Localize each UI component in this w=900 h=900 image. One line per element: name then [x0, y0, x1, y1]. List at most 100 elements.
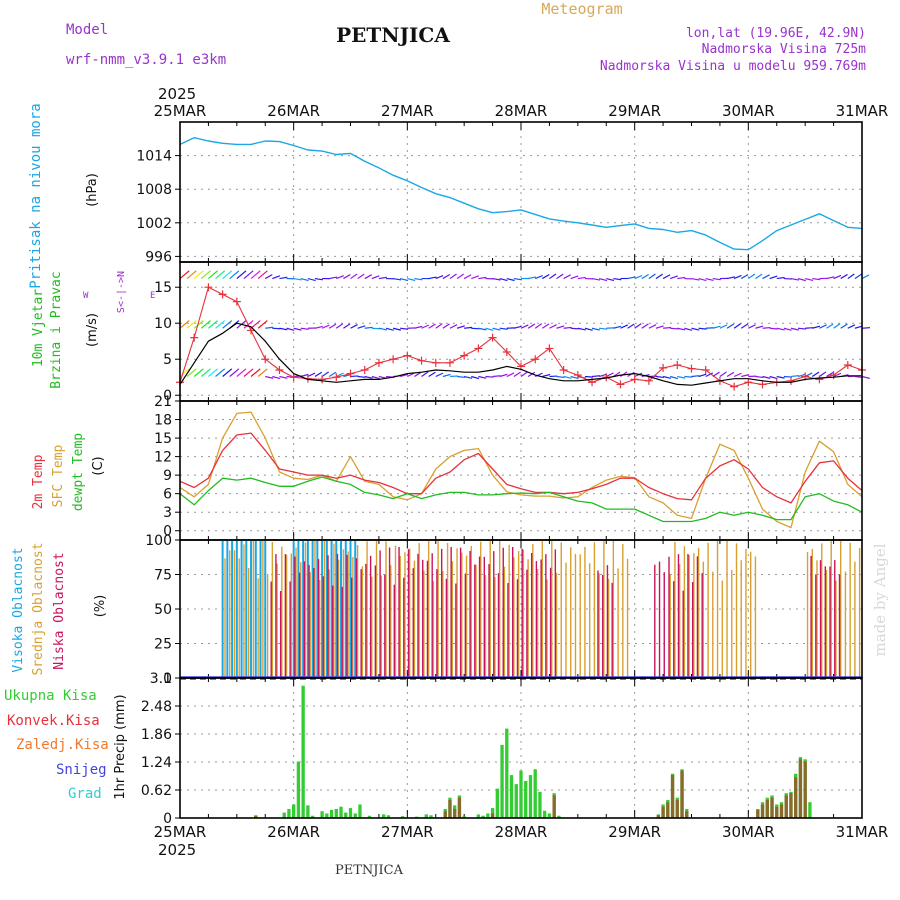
precip-conv-bar	[680, 770, 684, 818]
wind-arrow	[542, 273, 550, 280]
gust-marker	[474, 344, 483, 353]
precip-total-bar	[495, 788, 499, 818]
wind-arrow	[627, 323, 635, 329]
wind-arrow	[520, 371, 528, 378]
wind-arrow	[336, 275, 344, 280]
wind-arrow	[861, 327, 871, 329]
wind-arrow	[733, 372, 742, 378]
precip-conv-bar	[803, 761, 807, 818]
wind-arrow	[428, 323, 436, 329]
wind-arrow	[229, 270, 240, 280]
wind-arrow	[811, 371, 820, 378]
wind-arrow	[584, 327, 593, 331]
wind-arrow	[392, 327, 402, 331]
wind-arrow	[798, 327, 807, 330]
wind-arrow	[200, 320, 211, 329]
temp-ytick-label: 15	[154, 431, 172, 447]
precip-total-bar	[538, 791, 542, 818]
wind-arrow	[264, 274, 273, 280]
dewpt-title: dewpt Temp	[71, 433, 86, 511]
wind-ytick-label: 15	[154, 280, 172, 296]
precip-conv-bar	[765, 799, 769, 818]
wind-arrow	[620, 324, 628, 329]
precip-total-bar	[325, 813, 329, 818]
precip-conv-bar	[798, 759, 803, 818]
wind-arrow	[804, 372, 813, 378]
wind-arrow	[257, 270, 268, 280]
wind-arrow	[833, 274, 842, 280]
legend-frz: Zaledj.Kisa	[16, 737, 109, 753]
wind-arrow	[328, 323, 337, 329]
wind-arrow	[769, 327, 778, 330]
gust-marker	[204, 283, 213, 292]
wind-arrow	[371, 327, 380, 330]
wind-arrow	[513, 325, 522, 329]
gust-marker	[843, 360, 852, 369]
wind-arrow	[506, 372, 515, 378]
precip-total-bar	[292, 804, 296, 818]
precip-total-bar	[287, 808, 291, 818]
cloud-high-title: Visoka Oblacnost	[11, 547, 26, 672]
wind-arrow	[279, 327, 288, 331]
wind-arrow	[556, 325, 565, 329]
wind-arrow	[613, 325, 622, 329]
wind-arrow	[499, 327, 508, 330]
wind-arrow	[407, 277, 416, 282]
wind-arrow	[485, 375, 494, 378]
wind-arrow	[591, 375, 601, 378]
wind-arrow	[421, 324, 430, 329]
cloud-ytick-label: 50	[154, 602, 172, 618]
wind-arrow	[549, 324, 557, 329]
precip-conv-bar	[779, 804, 784, 818]
wind-arrow	[563, 274, 571, 280]
precip-total-bar	[339, 806, 343, 818]
precip-total-bar	[500, 744, 504, 818]
gust-marker	[701, 366, 710, 375]
wind-arrow	[847, 273, 855, 280]
wind-arrow	[769, 375, 778, 380]
wind-arrow	[471, 327, 480, 330]
wind-arrow	[613, 277, 622, 281]
top-date-labels: 25MAR 26MAR 27MAR 28MAR 29MAR 30MAR 31MAR	[154, 102, 889, 120]
precip-conv-bar	[770, 797, 774, 818]
bottom-date-label: 25MAR	[154, 823, 207, 841]
wind-arrow	[463, 274, 472, 280]
gust-marker	[346, 369, 355, 378]
wind-arrow	[449, 273, 457, 280]
precip-total-bar	[344, 812, 348, 818]
precip-total-bar	[514, 784, 518, 818]
wind-arrow	[257, 368, 268, 377]
wind-arrow	[797, 277, 806, 282]
wind-arrow	[705, 372, 714, 378]
precip-panel: 3.1 2.48 1.86 1.24 0.62 0	[141, 671, 863, 827]
wind-arrow	[300, 373, 309, 378]
wind-arrow	[755, 325, 764, 329]
wind-arrow	[364, 326, 373, 329]
wind-arrow	[435, 372, 444, 378]
wind-title-a: 10m Vjetar	[31, 289, 46, 367]
wind-arrow	[421, 371, 429, 378]
wind-arrow	[748, 324, 756, 329]
wind-arrow	[193, 270, 204, 280]
gust-marker	[232, 297, 241, 306]
precip-total-bar	[462, 816, 466, 818]
bottom-date-label: 31MAR	[836, 823, 889, 841]
wind-arrow	[307, 277, 316, 282]
bottom-date-label: 30MAR	[722, 823, 775, 841]
wind-ylabel: (m/s)	[85, 313, 100, 347]
wind-arrow	[826, 276, 835, 280]
wind-arrow	[655, 375, 664, 379]
wind-arrow	[208, 368, 218, 377]
wind-arrow	[762, 274, 770, 280]
wind-arrow	[669, 275, 678, 280]
wind-arrow	[186, 270, 197, 280]
top-date-label: 26MAR	[267, 102, 320, 120]
temp-ytick-label: 9	[163, 468, 172, 484]
gust-marker	[445, 358, 454, 367]
wind-arrow	[321, 371, 329, 378]
precip-total-bar	[310, 815, 315, 818]
compass-we: W	[83, 291, 89, 301]
precip-conv-bar	[448, 799, 452, 818]
wind-arrow	[478, 327, 487, 331]
precip-conv-bar	[670, 775, 675, 818]
